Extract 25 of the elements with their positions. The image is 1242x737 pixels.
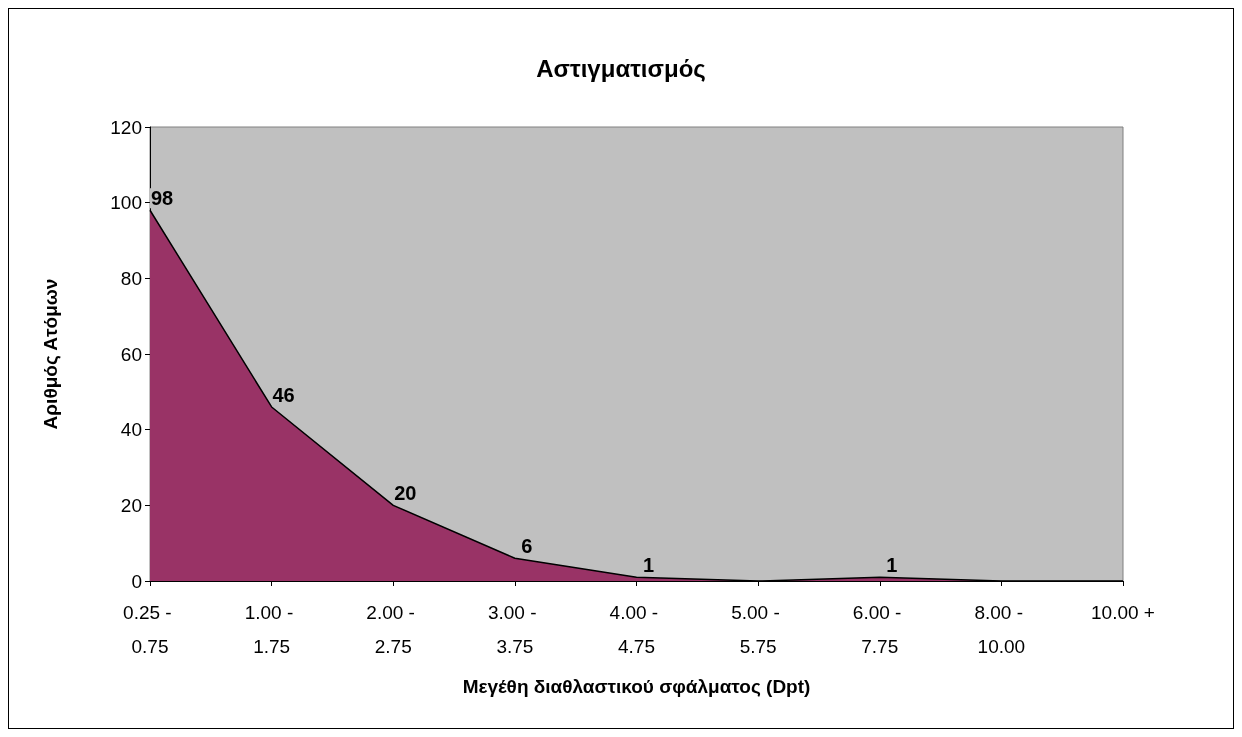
x-axis-title: Μεγέθη διαθλαστικού σφάλματος (Dpt) [462, 676, 811, 697]
data-label: 46 [272, 383, 295, 406]
data-label: 20 [394, 482, 417, 505]
y-tick-label: 120 [110, 116, 142, 138]
x-tick-label: 2.00 - 2.75 [366, 601, 421, 657]
y-tick-label: 0 [131, 570, 142, 592]
x-tick-label: 6.00 - 7.75 [852, 601, 907, 657]
y-tick-label: 80 [120, 267, 142, 289]
y-tick-label: 100 [110, 192, 142, 214]
x-tick-label: 1.00 - 1.75 [244, 601, 299, 657]
y-axis-title: Αριθμός Ατόμων [40, 278, 61, 430]
data-label: 6 [521, 535, 533, 558]
data-label: 1 [886, 554, 898, 577]
data-label: 1 [642, 554, 655, 577]
chart-title: Αστιγματισμός [536, 54, 706, 82]
x-tick-label: 5.00 - 5.75 [731, 601, 786, 657]
x-tick-label: 10.00 + [1091, 601, 1155, 623]
x-tick-label: 4.00 - 4.75 [609, 601, 664, 657]
x-tick-label: 3.00 - 3.75 [487, 601, 542, 657]
y-tick-label: 20 [120, 494, 142, 516]
x-tick-label: 8.00 - 10.00 [974, 601, 1029, 657]
y-tick-label: 40 [120, 419, 142, 441]
y-tick-label: 60 [120, 343, 142, 365]
data-label: 98 [150, 187, 174, 210]
x-tick-label: 0.25 - 0.75 [123, 601, 177, 657]
